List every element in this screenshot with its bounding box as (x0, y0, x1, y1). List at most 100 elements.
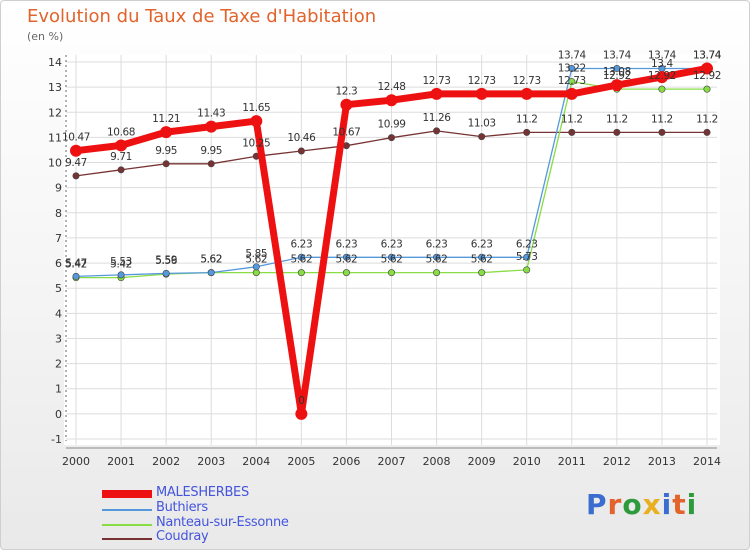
data-point (252, 263, 260, 271)
x-tick-label: 2006 (332, 455, 360, 468)
data-label: 6.23 (336, 238, 358, 250)
data-label: 5.62 (381, 254, 403, 266)
logo-letter: i (661, 488, 673, 521)
y-tick-label: 6 (55, 257, 62, 270)
data-label: 5.47 (65, 257, 87, 269)
data-label: 6.23 (471, 238, 493, 250)
data-label: 12.92 (648, 70, 676, 82)
data-label: 12.73 (423, 75, 451, 87)
legend-swatch (102, 538, 152, 540)
data-label: 11.65 (242, 102, 270, 114)
data-label: 5.62 (471, 254, 493, 266)
data-point (117, 166, 125, 174)
data-point (478, 253, 486, 261)
data-label: 5.42 (110, 259, 132, 271)
data-point (655, 71, 668, 84)
x-tick-label: 2003 (197, 455, 225, 468)
y-tick-label: 0 (55, 408, 62, 421)
data-label: 13.08 (603, 66, 631, 78)
data-label: 13.74 (693, 50, 722, 62)
data-point (295, 407, 308, 420)
data-label: 10.25 (242, 137, 270, 149)
x-tick-label: 2014 (693, 455, 721, 468)
data-label: 9.47 (65, 157, 87, 169)
y-tick-label: 3 (55, 332, 62, 345)
y-tick-label: 2 (55, 358, 62, 371)
data-label: 5.59 (155, 254, 177, 266)
y-tick-label: 1 (55, 383, 62, 396)
data-label: 0 (298, 395, 304, 407)
data-label: 9.71 (110, 151, 132, 163)
data-label: 12.92 (603, 70, 631, 82)
data-point (523, 128, 531, 136)
data-label: 11.21 (152, 113, 180, 125)
data-point (387, 269, 395, 277)
data-point (568, 65, 576, 73)
data-label: 12.3 (336, 86, 358, 98)
y-tick-label: 7 (55, 232, 62, 245)
x-tick-label: 2010 (513, 455, 541, 468)
y-tick-label: 8 (55, 207, 62, 220)
logo-letter: x (642, 488, 662, 521)
data-point (701, 62, 713, 75)
data-label: 5.62 (200, 254, 222, 266)
logo-letter: i (686, 488, 698, 521)
data-point (523, 266, 531, 274)
x-tick-label: 2009 (468, 455, 496, 468)
data-point (703, 85, 711, 93)
x-tick-label: 2008 (423, 455, 451, 468)
x-tick-label: 2002 (152, 455, 180, 468)
data-point (613, 65, 621, 73)
data-point (207, 269, 215, 277)
data-point (478, 133, 486, 141)
data-point (433, 253, 441, 261)
legend-label: MALESHERBES (156, 485, 249, 500)
data-label: 12.73 (558, 75, 586, 87)
data-point (387, 253, 395, 261)
data-label: 5.62 (200, 254, 222, 266)
data-label: 12.73 (468, 75, 496, 87)
data-label: 5.56 (155, 255, 177, 267)
data-label: 13.4 (651, 58, 673, 70)
x-tick-label: 2005 (287, 455, 315, 468)
data-label: 10.67 (332, 127, 360, 139)
data-point (207, 160, 215, 168)
legend-swatch (102, 524, 152, 526)
data-point (658, 128, 666, 136)
data-label: 10.68 (107, 126, 135, 138)
data-label: 5.62 (245, 254, 267, 266)
data-label: 5.53 (110, 256, 132, 268)
x-tick-label: 2013 (648, 455, 676, 468)
data-point (117, 271, 125, 279)
data-point (613, 128, 621, 136)
data-label: 6.23 (381, 238, 403, 250)
data-point (72, 172, 80, 180)
data-label: 13.22 (558, 63, 586, 75)
data-point (478, 269, 486, 277)
data-point (342, 253, 350, 261)
x-tick-label: 2011 (558, 455, 586, 468)
y-tick-label: 12 (48, 106, 62, 119)
legend-label: Buthiers (156, 500, 208, 515)
data-point (160, 126, 173, 139)
data-label: 6.23 (426, 238, 448, 250)
data-label: 10.47 (62, 132, 90, 144)
legend-swatch (102, 490, 152, 498)
data-label: 9.95 (200, 145, 222, 157)
x-tick-label: 2000 (62, 455, 90, 468)
y-tick-label: 10 (48, 157, 62, 170)
y-tick-label: 11 (48, 131, 62, 144)
data-label: 13.74 (648, 50, 677, 62)
data-point (385, 94, 398, 107)
data-label: 5.62 (336, 254, 358, 266)
logo-letter: t (672, 488, 687, 521)
data-label: 10.46 (287, 132, 316, 144)
data-point (72, 272, 80, 280)
data-point (162, 269, 170, 277)
x-tick-label: 2004 (242, 455, 270, 468)
logo-letter: o (622, 488, 643, 521)
data-point (475, 87, 488, 100)
data-point (297, 269, 305, 277)
data-label: 11.43 (197, 108, 225, 120)
